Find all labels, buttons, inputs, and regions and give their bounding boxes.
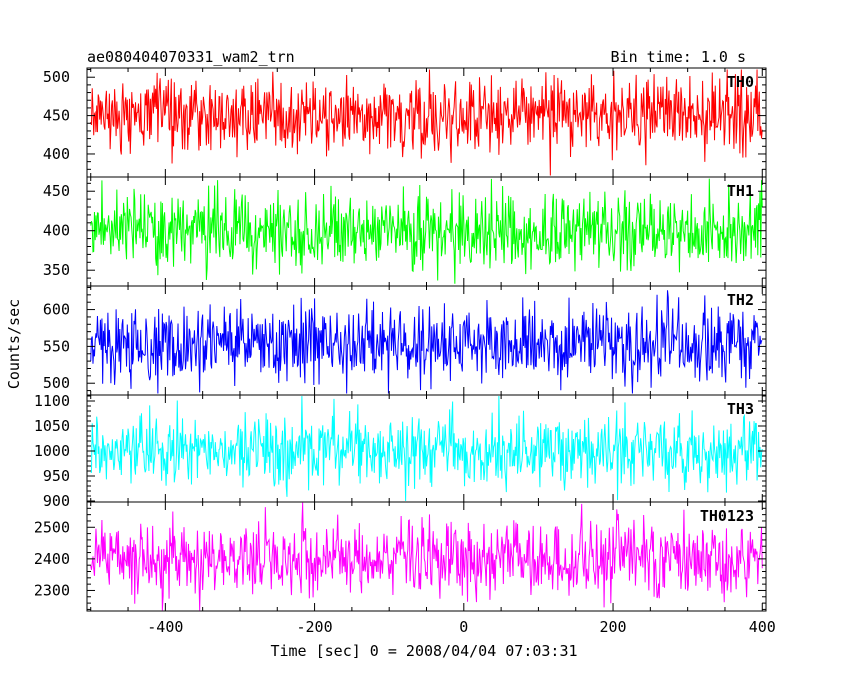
- y-tick-label: 600: [43, 301, 70, 319]
- y-tick-label: 500: [43, 68, 70, 86]
- panels-group: TH0 400 450 500 TH1 350 400 450 TH2 500 550 600 TH3 9…: [34, 67, 776, 636]
- x-axis-title: Time [sec] 0 = 2008/04/04 07:03:31: [270, 642, 577, 660]
- chart-title: ae080404070331_wam2_trn: [87, 48, 295, 66]
- bin-time-label: Bin time: 1.0 s: [611, 48, 746, 66]
- y-tick-label: 400: [43, 145, 70, 163]
- y-tick-label: 550: [43, 337, 70, 355]
- y-tick-label: 450: [43, 182, 70, 200]
- x-tick-label: -400: [147, 618, 183, 636]
- panel-th0-label: TH0: [727, 73, 754, 91]
- y-tick-label: 1000: [34, 442, 70, 460]
- y-tick-label: 950: [43, 467, 70, 485]
- x-tick-label: 400: [749, 618, 776, 636]
- y-tick-label: 350: [43, 261, 70, 279]
- y-tick-label: 400: [43, 222, 70, 240]
- y-axis-title: Counts/sec: [5, 299, 23, 389]
- x-tick-label: 200: [599, 618, 626, 636]
- y-tick-label: 2400: [34, 550, 70, 568]
- panel-th3-frame: [86, 394, 767, 503]
- y-tick-label: 2300: [34, 581, 70, 599]
- panel-th2-label: TH2: [727, 291, 754, 309]
- series-th0-line: [90, 69, 763, 176]
- series-th3-line: [90, 395, 763, 502]
- series-th2-line: [90, 290, 763, 394]
- panel-th3-label: TH3: [727, 400, 754, 418]
- x-tick-label: -200: [297, 618, 333, 636]
- y-tick-label: 2500: [34, 518, 70, 536]
- y-tick-label: 900: [43, 492, 70, 510]
- series-th1-line: [90, 178, 763, 284]
- x-tick-label: 0: [459, 618, 468, 636]
- panel-th0123-label: TH0123: [700, 507, 754, 525]
- y-tick-label: 450: [43, 107, 70, 125]
- series-th0123-line: [90, 502, 763, 611]
- y-tick-label: 1100: [34, 392, 70, 410]
- panel-th1-label: TH1: [727, 182, 754, 200]
- y-tick-label: 1050: [34, 417, 70, 435]
- y-tick-label: 500: [43, 374, 70, 392]
